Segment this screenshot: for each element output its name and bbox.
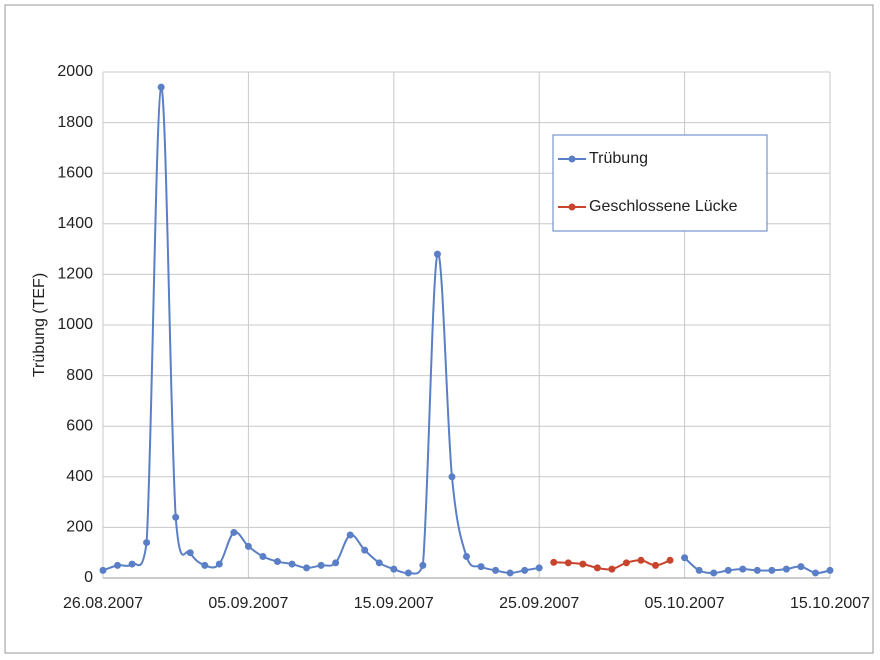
data-point — [273, 558, 281, 566]
legend-box — [552, 134, 768, 232]
legend-marker — [568, 155, 576, 163]
data-point — [99, 566, 107, 574]
frame — [4, 4, 874, 654]
data-point — [390, 565, 398, 573]
x-tick-label: 15.09.2007 — [354, 595, 434, 612]
data-point — [710, 569, 718, 577]
y-tick-label: 2000 — [57, 63, 93, 80]
data-point — [768, 566, 776, 574]
data-point — [375, 559, 383, 567]
data-point — [681, 554, 689, 562]
y-tick-label: 200 — [66, 519, 93, 536]
data-point — [666, 556, 674, 564]
data-point — [506, 569, 514, 577]
data-point — [550, 558, 558, 566]
data-point — [463, 552, 470, 560]
x-tick-label: 25.09.2007 — [499, 595, 579, 612]
data-point — [579, 560, 587, 568]
data-point — [361, 546, 369, 554]
y-tick-label: 400 — [66, 468, 93, 485]
data-point — [244, 542, 252, 550]
data-point — [230, 528, 238, 536]
data-point — [128, 560, 136, 568]
data-point — [492, 566, 500, 574]
data-point — [303, 564, 311, 572]
data-point — [288, 560, 296, 568]
data-point — [172, 513, 180, 521]
data-point — [157, 83, 165, 91]
y-axis-label: Trübung (TEF) — [31, 273, 48, 377]
data-point — [419, 561, 427, 569]
data-point — [811, 569, 819, 577]
y-tick-label: 0 — [84, 569, 93, 586]
data-point — [143, 539, 151, 547]
data-point — [797, 563, 805, 571]
x-tick-label: 05.09.2007 — [208, 595, 288, 612]
data-point — [433, 250, 441, 258]
x-tick-label: 05.10.2007 — [645, 595, 725, 612]
data-point — [782, 565, 790, 573]
data-point — [724, 566, 732, 574]
y-tick-label: 1000 — [57, 316, 93, 333]
data-point — [114, 561, 122, 569]
y-tick-label: 1200 — [57, 266, 93, 283]
data-point — [564, 559, 572, 567]
y-tick-label: 600 — [66, 417, 93, 434]
data-point — [317, 561, 325, 569]
y-tick-label: 1800 — [57, 114, 93, 131]
data-point — [652, 561, 660, 569]
data-point — [346, 531, 354, 539]
x-tick-label: 26.08.2007 — [63, 595, 143, 612]
data-point — [477, 563, 485, 571]
legend-label: Geschlossene Lücke — [589, 198, 738, 215]
y-tick-label: 1400 — [57, 215, 93, 232]
data-point — [535, 564, 543, 572]
data-point — [622, 559, 630, 567]
data-point — [826, 566, 834, 574]
legend-label: Trübung — [589, 150, 648, 167]
data-point — [593, 564, 601, 572]
data-point — [739, 565, 747, 573]
data-point — [448, 473, 456, 481]
y-tick-label: 1600 — [57, 164, 93, 181]
data-point — [215, 560, 223, 568]
legend-marker — [568, 203, 576, 211]
data-point — [637, 556, 645, 564]
data-point — [186, 549, 194, 557]
data-point — [608, 565, 616, 573]
data-point — [259, 552, 267, 560]
y-tick-label: 800 — [66, 367, 93, 384]
data-point — [753, 566, 761, 574]
data-point — [695, 566, 703, 574]
data-point — [332, 559, 340, 567]
data-point — [521, 566, 529, 574]
data-point — [201, 561, 209, 569]
x-tick-label: 15.10.2007 — [790, 595, 870, 612]
data-point — [404, 569, 412, 577]
